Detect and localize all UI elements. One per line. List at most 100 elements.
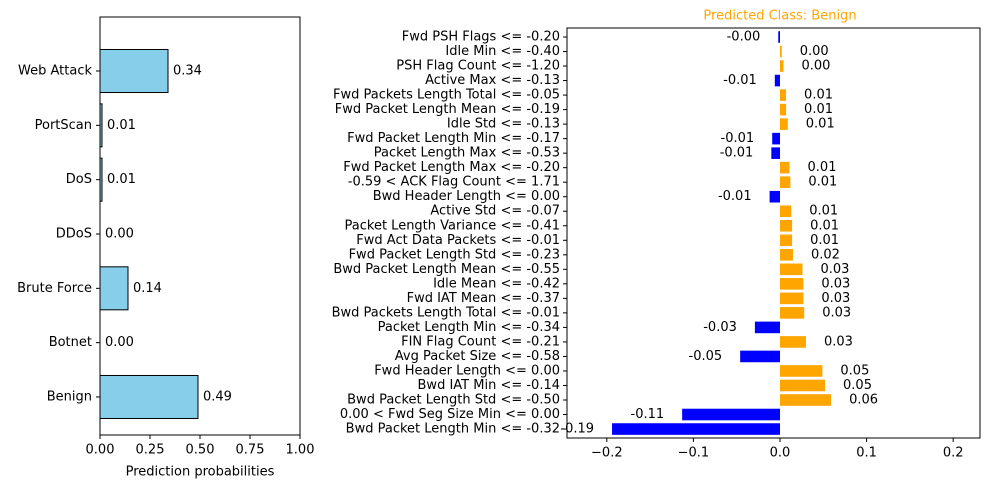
y-tick-label: Web Attack xyxy=(18,64,92,79)
value-label: 0.00 xyxy=(801,59,830,74)
value-label: -0.03 xyxy=(703,320,737,335)
y-tick-label: Packet Length Max <= -0.53 xyxy=(374,146,560,161)
value-label: 0.00 xyxy=(105,226,134,241)
value-label: 0.05 xyxy=(843,378,872,393)
y-tick-label: 0.00 < Fwd Seg Size Min <= 0.00 xyxy=(340,407,560,422)
x-tick-label: 0.25 xyxy=(136,443,165,458)
value-label: -0.05 xyxy=(689,349,723,364)
y-tick-label: Fwd PSH Flags <= -0.20 xyxy=(402,30,560,45)
bar xyxy=(99,157,103,202)
bar xyxy=(774,74,780,87)
y-tick-label: DoS xyxy=(66,172,92,187)
bar xyxy=(779,205,792,218)
value-label: 0.01 xyxy=(808,175,837,190)
bar xyxy=(779,394,832,406)
y-tick-label: Botnet xyxy=(49,335,92,350)
y-tick-label: -0.59 < ACK Flag Count <= 1.71 xyxy=(348,175,560,190)
bar xyxy=(772,132,780,145)
value-label: 0.01 xyxy=(804,102,833,117)
value-label: 0.05 xyxy=(840,363,869,378)
x-tick-label: 0.1 xyxy=(856,446,877,461)
value-label: 0.01 xyxy=(808,160,837,175)
y-tick-label: Bwd Header Length <= 0.00 xyxy=(373,189,560,204)
x-tick-label: 0.00 xyxy=(86,443,115,458)
chart-title: Predicted Class: Benign xyxy=(703,9,856,24)
value-label: 0.01 xyxy=(107,172,136,187)
bar xyxy=(779,219,793,232)
value-label: 0.01 xyxy=(804,88,833,103)
bar xyxy=(99,266,129,311)
y-tick-label: Benign xyxy=(47,389,92,404)
bar xyxy=(771,147,780,159)
y-tick-label: Fwd Packet Length Mean <= -0.19 xyxy=(335,102,560,117)
value-label: 0.49 xyxy=(203,389,232,404)
y-tick-label: DDoS xyxy=(56,226,92,241)
value-label: 0.00 xyxy=(800,44,829,59)
value-label: -0.11 xyxy=(631,407,665,422)
value-label: 0.01 xyxy=(806,117,835,132)
y-tick-label: Bwd Packet Length Min <= -0.32 xyxy=(346,422,560,437)
bar xyxy=(612,423,780,435)
right-axes-frame xyxy=(566,27,981,439)
x-tick-label: −0.2 xyxy=(591,446,623,461)
value-label: -0.00 xyxy=(727,30,761,45)
value-label: 0.01 xyxy=(810,233,839,248)
y-tick-label: Bwd Packet Length Std <= -0.50 xyxy=(347,393,560,408)
y-tick-label: Fwd Packet Length Min <= -0.17 xyxy=(347,131,560,146)
bar xyxy=(740,350,780,363)
bar xyxy=(779,292,804,305)
bar xyxy=(779,336,806,348)
y-tick-label: Active Max <= -0.13 xyxy=(425,73,560,88)
y-tick-label: Idle Std <= -0.13 xyxy=(447,117,560,132)
value-label: 0.01 xyxy=(809,204,838,219)
bar xyxy=(779,60,784,72)
value-label: 0.03 xyxy=(821,262,850,277)
x-tick-label: 0.50 xyxy=(186,443,215,458)
value-label: 0.00 xyxy=(105,335,134,350)
y-tick-label: Fwd Packets Length Total <= -0.05 xyxy=(333,88,560,103)
y-tick-label: Packet Length Min <= -0.34 xyxy=(378,320,560,335)
bar xyxy=(769,190,780,203)
y-tick-label: FIN Flag Count <= -0.21 xyxy=(401,334,560,349)
bar xyxy=(779,103,787,116)
value-label: 0.03 xyxy=(821,276,850,291)
y-tick-label: Fwd Act Data Packets <= -0.01 xyxy=(356,233,560,248)
bar xyxy=(779,176,791,188)
bar xyxy=(779,234,793,247)
x-tick-label: 0.0 xyxy=(770,446,791,461)
bar xyxy=(779,379,826,392)
y-tick-label: Bwd Packets Length Total <= -0.01 xyxy=(332,305,560,320)
bar xyxy=(779,249,793,261)
x-tick-label: 0.2 xyxy=(943,446,964,461)
bar xyxy=(754,321,780,334)
value-label: 0.03 xyxy=(822,305,851,320)
value-label: 0.06 xyxy=(849,393,878,408)
y-tick-label: Packet Length Variance <= -0.41 xyxy=(345,218,560,233)
bar xyxy=(779,118,788,130)
value-label: 0.34 xyxy=(173,64,202,79)
value-label: -0.01 xyxy=(720,146,754,161)
y-tick-label: Active Std <= -0.07 xyxy=(430,204,560,219)
y-tick-label: Fwd Packet Length Std <= -0.23 xyxy=(349,247,560,262)
y-tick-label: PortScan xyxy=(35,118,92,133)
y-tick-label: Avg Packet Size <= -0.58 xyxy=(395,349,560,364)
bar xyxy=(779,89,787,101)
bar xyxy=(779,161,790,174)
x-axis-label: Prediction probabilities xyxy=(126,465,275,480)
y-tick-label: Brute Force xyxy=(17,281,92,296)
bar xyxy=(779,263,803,276)
value-label: -0.01 xyxy=(723,73,757,88)
bar xyxy=(779,278,804,290)
value-label: -0.19 xyxy=(560,422,594,437)
y-tick-label: Idle Min <= -0.40 xyxy=(445,44,560,59)
y-tick-label: PSH Flag Count <= -1.20 xyxy=(396,59,560,74)
x-tick-label: −0.1 xyxy=(678,446,710,461)
bar xyxy=(99,374,199,419)
y-tick-label: Idle Mean <= -0.42 xyxy=(433,276,560,291)
y-tick-label: Bwd Packet Length Mean <= -0.55 xyxy=(333,262,560,277)
bar xyxy=(778,31,780,43)
x-tick-label: 1.00 xyxy=(286,443,315,458)
bar xyxy=(682,408,780,421)
y-tick-label: Bwd IAT Min <= -0.14 xyxy=(418,378,560,393)
